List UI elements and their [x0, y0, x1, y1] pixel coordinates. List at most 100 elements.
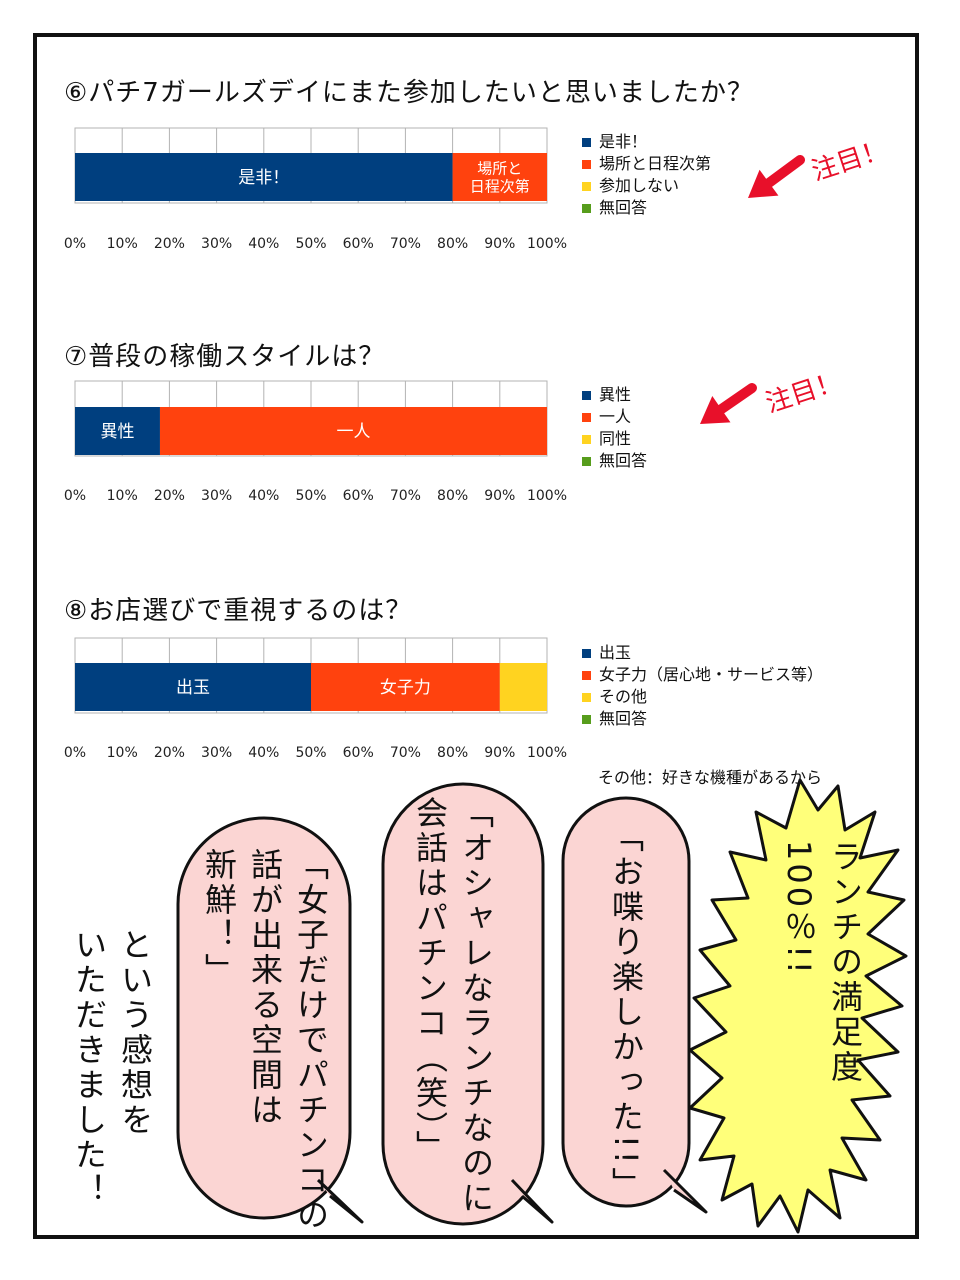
legend-label: 無回答: [599, 198, 648, 217]
legend-item: 女子力（居心地・サービス等）: [582, 664, 823, 686]
x-tick-label: 80%: [437, 236, 468, 252]
comic-frame: [33, 33, 919, 1239]
legend-swatch: [582, 692, 591, 702]
speech-bubble-3: [561, 796, 708, 1214]
legend-swatch: [582, 181, 591, 191]
legend-item: 無回答: [582, 450, 647, 472]
legend-item: 是非！: [582, 131, 711, 153]
x-tick-label: 20%: [154, 488, 185, 504]
legend-item: 一人: [582, 406, 647, 428]
arrow-icon: [748, 155, 805, 198]
chart-2-legend: 異性 一人 同性 無回答: [582, 384, 647, 472]
chart-3-legend: 出玉女子力（居心地・サービス等） その他無回答: [582, 642, 823, 730]
chart-3: 0% 10% 20% 30% 40% 50% 60% 70% 80% 90% 100% 出玉 女子力: [64, 637, 567, 761]
x-tick-label: 10%: [107, 488, 138, 504]
legend-item: 場所と日程次第: [582, 153, 711, 175]
chart-3-title: ⑧お店選びで重視するのは？: [64, 596, 413, 626]
x-tick-label: 50%: [295, 236, 326, 252]
bar-data-label: 場所と: [477, 159, 522, 177]
chart-2: 0% 10% 20% 30% 40% 50% 60% 70% 80% 90% 100% 異性 一人: [64, 380, 567, 504]
bar-data-label: 一人: [336, 422, 370, 442]
x-tick-label: 100%: [527, 488, 567, 504]
bar-segment: [75, 663, 311, 711]
legend-item: 無回答: [582, 708, 823, 730]
x-tick-label: 30%: [201, 745, 232, 761]
x-tick-label: 30%: [201, 236, 232, 252]
x-tick-label: 60%: [343, 488, 374, 504]
chart-1: 0% 10% 20% 30% 40% 50% 60% 70% 80% 90% 100% 是非！ 場所と日…: [64, 127, 567, 252]
speech-bubble-1: [176, 816, 364, 1224]
legend-item: 出玉: [582, 642, 823, 664]
legend-swatch: [582, 203, 591, 213]
x-tick-label: 0%: [64, 236, 86, 252]
x-tick-label: 60%: [343, 236, 374, 252]
speech-bubble-2: [381, 782, 554, 1226]
bubble-1-text: 「女子だけでパチンコの 話が出来る空間は 新鮮！」: [200, 848, 330, 1233]
chart-3-footnote: その他：好きな機種があるから: [598, 768, 823, 787]
legend-label: 一人: [599, 407, 632, 426]
legend-swatch: [582, 670, 591, 680]
legend-label: 無回答: [599, 709, 648, 728]
legend-label: 女子力（居心地・サービス等）: [599, 665, 824, 684]
bar-segment: [452, 153, 547, 201]
legend-swatch: [582, 648, 591, 658]
legend-label: 出玉: [599, 643, 632, 662]
x-tick-label: 100%: [527, 745, 567, 761]
chart-1-title: ⑥パチ7ガールズデイにまた参加したいと思いましたか？: [64, 78, 754, 108]
x-tick-label: 30%: [201, 488, 232, 504]
bubble-3-text: 「お喋り楽しかった!!」: [607, 820, 645, 1202]
x-tick-label: 40%: [248, 236, 279, 252]
bar-data-label: 日程次第: [470, 177, 530, 195]
legend-swatch: [582, 159, 591, 169]
legend-label: 是非！: [599, 132, 648, 151]
legend-swatch: [582, 434, 591, 444]
bar-data-label: 女子力: [380, 678, 431, 698]
legend-label: 無回答: [599, 451, 648, 470]
x-tick-label: 0%: [64, 488, 86, 504]
legend-swatch: [582, 412, 591, 422]
x-tick-label: 60%: [343, 745, 374, 761]
legend-label: 場所と日程次第: [599, 154, 712, 173]
legend-label: 参加しない: [599, 176, 680, 195]
x-tick-label: 70%: [390, 745, 421, 761]
legend-item: 異性: [582, 384, 647, 406]
burst-text: ランチの満足度 100％!!: [780, 840, 864, 1085]
x-tick-label: 100%: [527, 236, 567, 252]
x-tick-label: 40%: [248, 488, 279, 504]
x-tick-label: 20%: [154, 745, 185, 761]
legend-item: その他: [582, 686, 823, 708]
x-tick-label: 70%: [390, 488, 421, 504]
bar-segment: [499, 663, 547, 711]
x-tick-label: 90%: [484, 745, 515, 761]
legend-swatch: [582, 456, 591, 466]
x-tick-label: 80%: [437, 488, 468, 504]
x-tick-label: 20%: [154, 236, 185, 252]
x-tick-label: 90%: [484, 488, 515, 504]
x-tick-label: 40%: [248, 745, 279, 761]
x-tick-label: 10%: [107, 236, 138, 252]
bar-segment: [159, 407, 547, 455]
legend-swatch: [582, 390, 591, 400]
legend-swatch: [582, 714, 591, 724]
x-tick-label: 90%: [484, 236, 515, 252]
burst-balloon: [688, 778, 908, 1234]
legend-label: その他: [599, 687, 648, 706]
x-tick-label: 50%: [295, 488, 326, 504]
bubble-2-text: 「オシャレなランチなのに 会話はパチンコ（笑）」: [411, 796, 495, 1216]
x-tick-label: 0%: [64, 745, 86, 761]
legend-item: 同性: [582, 428, 647, 450]
bar-data-label: 出玉: [176, 678, 210, 698]
chart-2-title: ⑦普段の稼働スタイルは？: [64, 342, 386, 372]
legend-swatch: [582, 137, 591, 147]
legend-label: 異性: [599, 385, 632, 404]
bar-data-label: 異性: [100, 422, 134, 442]
arrow-icon: [700, 383, 757, 424]
x-tick-label: 80%: [437, 745, 468, 761]
bar-segment: [75, 407, 160, 455]
legend-label: 同性: [599, 429, 632, 448]
bar-segment: [75, 153, 453, 201]
chart-1-legend: 是非！ 場所と日程次第 参加しない無回答: [582, 131, 711, 219]
bar-data-label: 是非！: [238, 168, 289, 188]
